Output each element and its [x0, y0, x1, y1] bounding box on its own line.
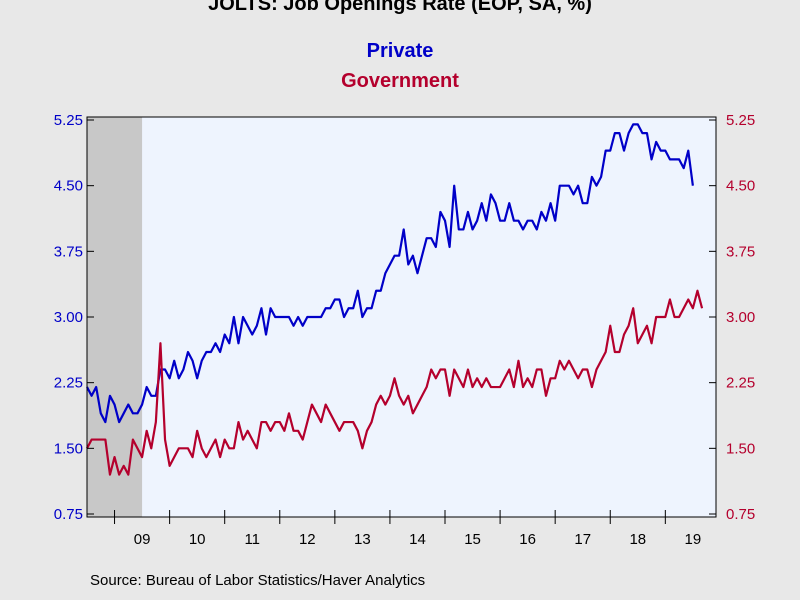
y-tick-label-right: 3.75: [726, 243, 755, 260]
y-tick-label-right: 0.75: [726, 506, 755, 523]
source-note: Source: Bureau of Labor Statistics/Haver…: [90, 572, 426, 589]
x-tick-label: 13: [354, 531, 371, 548]
y-tick-label-right: 1.50: [726, 440, 755, 457]
x-tick-label: 18: [629, 531, 646, 548]
x-tick-label: 09: [134, 531, 151, 548]
axis-ticks: 0.75 0.75 1.50 1.50 2.25 2.25 3.00 3.00 3.75 3.75…: [54, 112, 755, 548]
x-tick-label: 16: [519, 531, 536, 548]
x-tick-label: 17: [574, 531, 591, 548]
y-tick-label-left: 2.25: [54, 375, 83, 392]
x-tick-label: 15: [464, 531, 481, 548]
chart-title: JOLTS: Job Openings Rate (EOP, SA, %): [208, 0, 592, 15]
legend-private: Private: [366, 40, 434, 62]
y-tick-label-left: 0.75: [54, 506, 83, 523]
y-tick-label-right: 5.25: [726, 112, 755, 129]
government-series-line: [86, 289, 704, 476]
legend-government: Government: [341, 70, 459, 92]
y-tick-label-right: 2.25: [726, 375, 755, 392]
y-tick-label-right: 3.00: [726, 309, 755, 326]
recession-shading: [87, 117, 143, 517]
y-tick-label-left: 3.75: [54, 243, 83, 260]
y-tick-label-right: 4.50: [726, 178, 755, 195]
y-tick-label-left: 3.00: [54, 309, 83, 326]
series-group: [86, 123, 704, 476]
x-tick-label: 14: [409, 531, 426, 548]
y-tick-label-left: 4.50: [54, 178, 83, 195]
x-tick-label: 10: [189, 531, 206, 548]
x-tick-label: 12: [299, 531, 316, 548]
x-tick-label: 19: [685, 531, 702, 548]
private-series-line: [86, 123, 694, 424]
x-tick-label: 11: [244, 531, 260, 548]
y-tick-label-left: 5.25: [54, 112, 83, 129]
y-tick-label-left: 1.50: [54, 440, 83, 457]
plot-area: [87, 117, 716, 517]
